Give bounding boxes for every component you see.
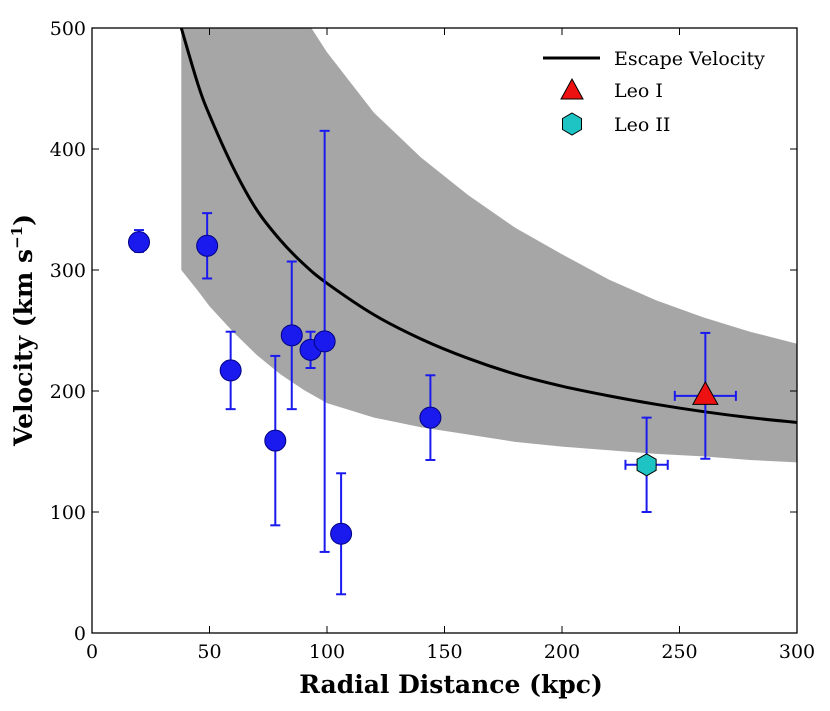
- y-axis-label-close: ): [9, 214, 38, 226]
- x-tick-label: 0: [86, 641, 98, 663]
- x-tick-label: 250: [661, 641, 697, 663]
- x-tick-label: 200: [544, 641, 580, 663]
- satellite-point: [313, 330, 336, 353]
- legend-leo-ii-marker: [562, 112, 582, 136]
- y-axis-label: Velocity (km s−1): [8, 214, 38, 447]
- marker-layer: [128, 231, 719, 545]
- x-tick-label: 300: [779, 641, 815, 663]
- x-tick-label: 50: [197, 641, 221, 663]
- escape-velocity-line: [179, 28, 797, 424]
- y-tick-label: 500: [50, 18, 86, 40]
- y-tick-label: 200: [50, 381, 86, 403]
- y-tick-label: 100: [50, 502, 86, 524]
- y-axis-label-sup: −1: [8, 226, 26, 249]
- x-tick-label: 150: [426, 641, 462, 663]
- satellite-point: [330, 522, 353, 545]
- y-tick-label: 0: [74, 623, 86, 645]
- legend-leo-ii-label: Leo II: [614, 114, 670, 136]
- satellite-point: [280, 324, 303, 347]
- band-layer: [181, 28, 797, 463]
- satellite-point: [264, 429, 287, 452]
- tick-layer: 0 50 100 150 200 250 300 0 100 200 300 400 500: [50, 18, 815, 663]
- satellite-point: [219, 359, 242, 382]
- escape-velocity-band: [181, 28, 797, 463]
- y-tick-label: 300: [50, 260, 86, 282]
- leo-i-point: [692, 380, 719, 405]
- legend-leo-i-marker: [560, 77, 584, 100]
- y-axis-label-main: Velocity (km s: [9, 249, 38, 447]
- curve-layer: [179, 28, 797, 424]
- y-tick-label: 400: [50, 139, 86, 161]
- x-tick-label: 100: [309, 641, 345, 663]
- x-axis-label: Radial Distance (kpc): [299, 670, 603, 699]
- leo-ii-point: [636, 453, 657, 477]
- satellite-point: [196, 234, 219, 257]
- legend-leo-i-label: Leo I: [614, 80, 663, 102]
- legend: Escape Velocity Leo I Leo II: [543, 48, 765, 136]
- satellite-point: [419, 406, 442, 429]
- satellite-point: [128, 231, 150, 254]
- legend-escape-label: Escape Velocity: [614, 48, 765, 70]
